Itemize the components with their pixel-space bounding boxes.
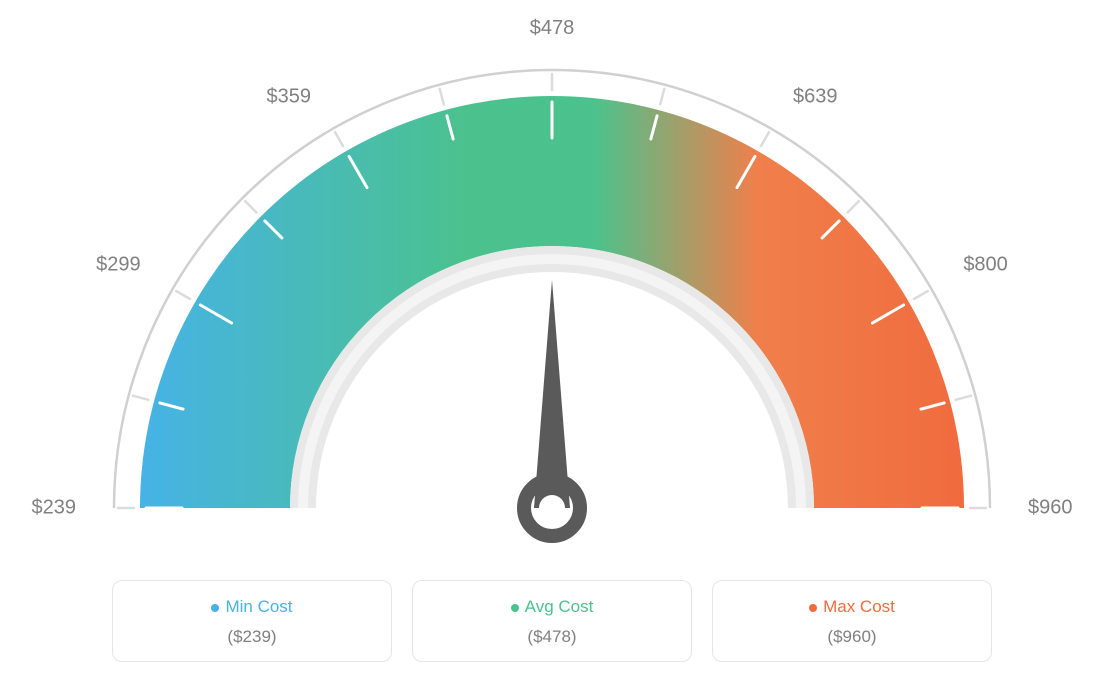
gauge-tick-label: $478 xyxy=(530,17,575,40)
legend-value: ($960) xyxy=(723,627,981,647)
legend-value: ($239) xyxy=(123,627,381,647)
legend-title-text: Avg Cost xyxy=(525,597,594,616)
legend-row: Min Cost ($239) Avg Cost ($478) Max Cost ($96… xyxy=(112,580,992,662)
legend-value: ($478) xyxy=(423,627,681,647)
legend-title-text: Max Cost xyxy=(823,597,895,616)
gauge-tick-label: $299 xyxy=(96,254,141,277)
legend-title: Min Cost xyxy=(123,597,381,617)
legend-box: Max Cost ($960) xyxy=(712,580,992,662)
legend-title: Max Cost xyxy=(723,597,981,617)
gauge-svg xyxy=(0,0,1104,560)
legend-title-text: Min Cost xyxy=(225,597,292,616)
gauge-tick-label: $359 xyxy=(267,85,312,108)
gauge-tick-label: $239 xyxy=(32,497,77,520)
legend-dot-icon xyxy=(511,604,519,612)
legend-title: Avg Cost xyxy=(423,597,681,617)
legend-dot-icon xyxy=(809,604,817,612)
gauge-tick-label: $960 xyxy=(1028,497,1073,520)
gauge-tick-label: $639 xyxy=(793,85,838,108)
legend-box: Avg Cost ($478) xyxy=(412,580,692,662)
legend-dot-icon xyxy=(211,604,219,612)
gauge-tick-label: $800 xyxy=(963,254,1008,277)
legend-box: Min Cost ($239) xyxy=(112,580,392,662)
gauge-chart: $239 $299 $359 $478 $639 $800 $960 xyxy=(0,0,1104,560)
